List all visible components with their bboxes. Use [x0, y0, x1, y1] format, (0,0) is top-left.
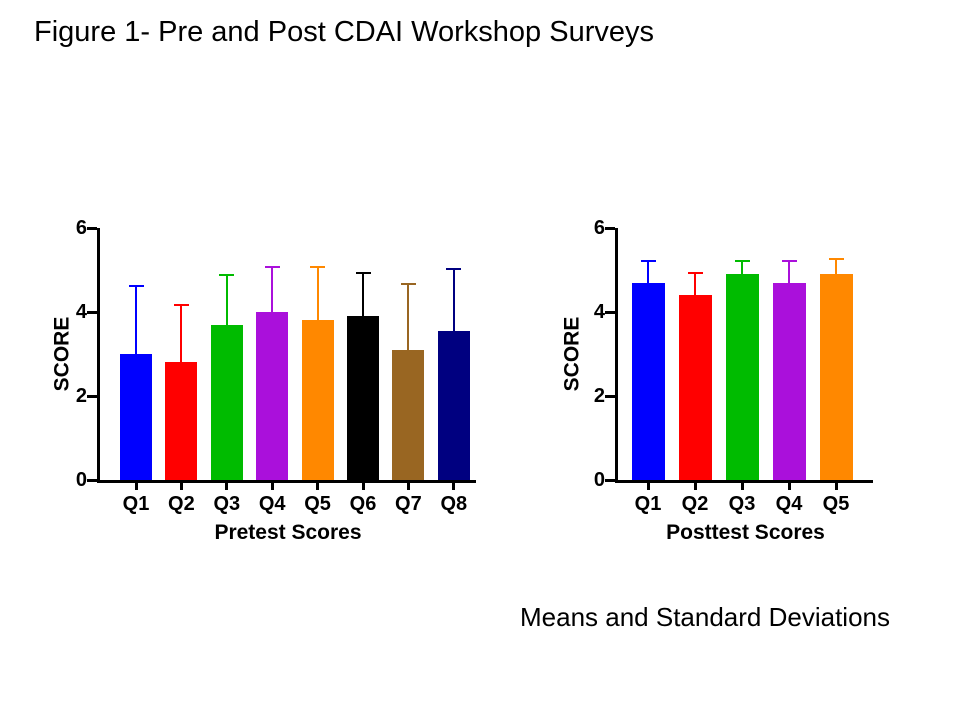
x-tick-label: Q3 [213, 493, 241, 515]
x-axis-title: Pretest Scores [214, 521, 362, 544]
error-bar-cap [128, 284, 144, 287]
error-bar-line [316, 267, 319, 321]
x-tick-mark [646, 483, 650, 490]
x-tick-mark [134, 483, 138, 490]
bar-q1 [631, 282, 665, 480]
error-bar-cap [264, 265, 280, 268]
y-tick-mark [87, 226, 97, 230]
x-tick-label: Q1 [122, 493, 150, 515]
y-tick-mark [87, 310, 97, 314]
error-bar-line [694, 274, 696, 296]
y-axis-title: SCORE [50, 316, 73, 392]
error-bar-line [788, 261, 790, 283]
x-tick-label: Q3 [728, 493, 756, 515]
x-tick-label: Q5 [822, 493, 850, 515]
x-tick-label: Q8 [440, 493, 468, 515]
error-bar-line [362, 274, 364, 317]
y-axis-line [97, 228, 100, 483]
error-bar-line [835, 259, 837, 275]
error-bar-cap [828, 257, 844, 260]
y-tick-label: 6 [75, 217, 87, 239]
x-tick-mark [361, 483, 365, 490]
error-bar-line [741, 261, 743, 275]
x-axis-line [615, 480, 873, 483]
error-bar-line [407, 284, 410, 350]
x-tick-mark [787, 483, 791, 490]
error-bar-cap [355, 272, 371, 275]
y-axis-title: SCORE [560, 316, 583, 392]
error-bar-cap [640, 259, 656, 262]
y-tick-mark [605, 226, 615, 230]
error-bar-cap [446, 268, 462, 270]
error-bar-line [647, 261, 649, 283]
error-bar-cap [173, 303, 189, 306]
posttest-chart: 0 2 4 6 Q1 Q2 Q3 Q4 Q5 Posttest Scores SCORE [560, 217, 873, 544]
x-tick-mark [740, 483, 744, 490]
figure-caption: Means and Standard Deviations [520, 602, 891, 632]
bar-q3 [725, 274, 759, 480]
bar-q2 [678, 295, 712, 480]
x-tick-mark [316, 483, 320, 490]
y-tick-label: 0 [593, 469, 605, 491]
bar-q4 [772, 282, 806, 480]
x-axis-line [97, 480, 476, 483]
x-tick-mark [452, 483, 456, 490]
bar-q1 [120, 354, 152, 480]
x-tick-label: Q5 [304, 493, 331, 515]
x-tick-label: Q2 [681, 493, 709, 515]
x-tick-mark [834, 483, 838, 490]
error-bar-line [452, 270, 455, 331]
y-tick-label: 6 [593, 217, 605, 239]
bar-q7 [392, 349, 425, 480]
error-bar-line [180, 305, 183, 363]
y-tick-mark [87, 394, 97, 398]
bar-q3 [210, 324, 243, 480]
y-tick-mark [87, 478, 97, 482]
y-tick-label: 4 [75, 301, 87, 323]
y-tick-label: 0 [75, 469, 87, 491]
error-bar-cap [400, 282, 416, 285]
x-tick-mark [270, 483, 274, 490]
error-bar-cap [310, 265, 326, 268]
y-tick-mark [605, 310, 615, 314]
x-axis-title: Posttest Scores [666, 521, 825, 544]
y-axis-line [615, 228, 618, 483]
x-tick-mark [225, 483, 229, 490]
x-tick-label: Q1 [634, 493, 662, 515]
error-bar-cap [781, 259, 797, 262]
x-tick-mark [406, 483, 410, 490]
error-bar-line [271, 267, 274, 312]
bar-q2 [165, 362, 198, 480]
x-tick-label: Q7 [395, 493, 422, 515]
y-tick-mark [605, 394, 615, 398]
bar-q5 [301, 320, 334, 480]
y-tick-mark [605, 478, 615, 482]
x-tick-label: Q4 [258, 493, 286, 515]
pretest-chart: 0 2 4 6 Q1 Q2 Q3 Q4 Q5 Q6 Q7 Q8 Pretest Scores SCORE [50, 217, 476, 544]
x-tick-label: Q4 [775, 493, 803, 515]
bar-q8 [437, 330, 470, 480]
x-tick-label: Q2 [168, 493, 195, 515]
bar-q4 [256, 312, 289, 480]
y-tick-label: 2 [593, 385, 605, 407]
x-tick-label: Q6 [349, 493, 377, 515]
y-tick-label: 4 [593, 301, 605, 323]
bar-q5 [819, 274, 853, 480]
figure-title: Figure 1- Pre and Post CDAI Workshop Sur… [34, 16, 654, 48]
x-tick-mark [693, 483, 697, 490]
y-tick-label: 2 [75, 385, 87, 407]
error-bar-cap [687, 272, 703, 275]
error-bar-line [135, 286, 137, 354]
error-bar-line [225, 276, 228, 325]
bar-q6 [347, 316, 379, 480]
error-bar-cap [734, 259, 750, 262]
x-tick-mark [179, 483, 183, 490]
error-bar-cap [219, 274, 235, 277]
